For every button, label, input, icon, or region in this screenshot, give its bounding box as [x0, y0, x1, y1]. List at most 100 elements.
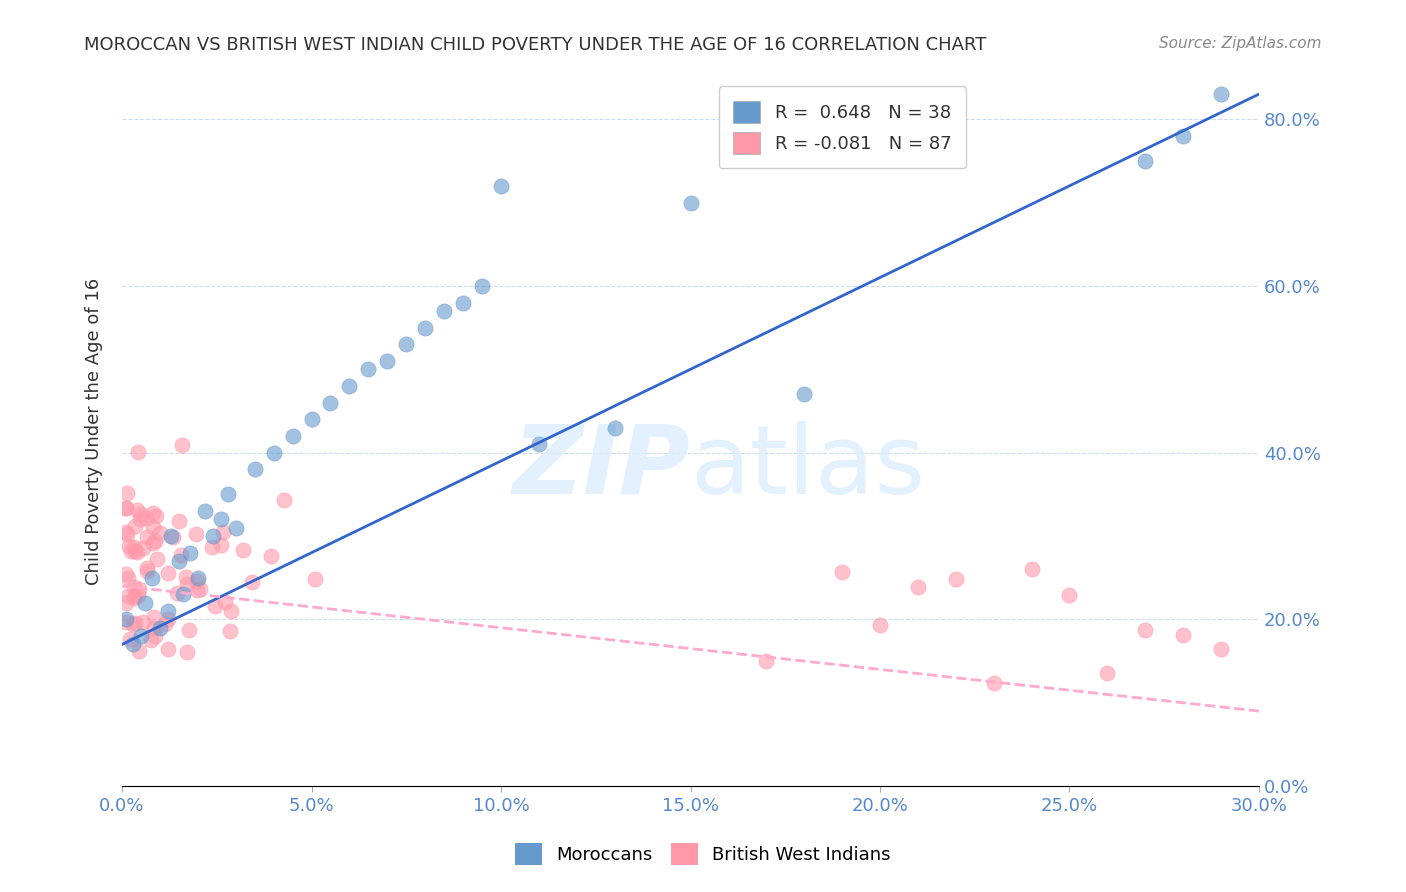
- Point: [124, 615, 146, 630]
- Point: [132, 541, 155, 556]
- Point: [1059, 588, 1081, 602]
- Point: [118, 539, 141, 553]
- Point: [162, 530, 184, 544]
- Point: [149, 621, 172, 635]
- Point: [156, 604, 179, 618]
- Point: [136, 564, 159, 578]
- Point: [115, 567, 138, 582]
- Point: [142, 621, 165, 635]
- Point: [793, 387, 815, 401]
- Point: [156, 566, 179, 581]
- Point: [129, 629, 152, 643]
- Point: [157, 642, 180, 657]
- Point: [260, 549, 283, 563]
- Point: [243, 462, 266, 476]
- Point: [187, 571, 209, 585]
- Point: [153, 616, 176, 631]
- Point: [319, 395, 342, 409]
- Point: [214, 594, 236, 608]
- Text: Source: ZipAtlas.com: Source: ZipAtlas.com: [1159, 36, 1322, 51]
- Point: [118, 632, 141, 647]
- Point: [186, 574, 208, 588]
- Point: [115, 615, 138, 629]
- Point: [375, 354, 398, 368]
- Text: ZIP: ZIP: [513, 421, 690, 514]
- Point: [212, 525, 235, 540]
- Point: [125, 545, 148, 559]
- Point: [201, 529, 224, 543]
- Point: [172, 587, 194, 601]
- Point: [136, 530, 159, 544]
- Point: [907, 580, 929, 594]
- Point: [115, 500, 138, 515]
- Point: [115, 485, 138, 500]
- Point: [869, 618, 891, 632]
- Point: [451, 295, 474, 310]
- Point: [124, 591, 146, 605]
- Point: [117, 527, 139, 541]
- Point: [131, 615, 153, 630]
- Point: [115, 596, 138, 610]
- Point: [142, 507, 165, 521]
- Point: [135, 561, 157, 575]
- Point: [166, 586, 188, 600]
- Point: [184, 526, 207, 541]
- Point: [219, 624, 242, 639]
- Point: [128, 512, 150, 526]
- Point: [120, 544, 142, 558]
- Point: [395, 337, 418, 351]
- Point: [115, 501, 138, 516]
- Point: [273, 493, 295, 508]
- Point: [232, 543, 254, 558]
- Point: [188, 582, 211, 596]
- Point: [157, 612, 180, 626]
- Point: [304, 572, 326, 586]
- Point: [186, 582, 208, 597]
- Point: [115, 612, 138, 626]
- Point: [1097, 665, 1119, 680]
- Point: [1173, 128, 1195, 143]
- Point: [127, 503, 149, 517]
- Point: [281, 429, 304, 443]
- Point: [139, 633, 162, 648]
- Legend: Moroccans, British West Indians: Moroccans, British West Indians: [506, 834, 900, 874]
- Point: [983, 676, 1005, 690]
- Point: [142, 520, 165, 534]
- Point: [1021, 561, 1043, 575]
- Point: [160, 529, 183, 543]
- Point: [301, 412, 323, 426]
- Point: [679, 195, 702, 210]
- Text: MOROCCAN VS BRITISH WEST INDIAN CHILD POVERTY UNDER THE AGE OF 16 CORRELATION CH: MOROCCAN VS BRITISH WEST INDIAN CHILD PO…: [84, 36, 987, 54]
- Point: [204, 599, 226, 614]
- Point: [170, 548, 193, 562]
- Point: [122, 580, 145, 594]
- Point: [945, 573, 967, 587]
- Point: [527, 437, 550, 451]
- Point: [357, 362, 380, 376]
- Point: [413, 320, 436, 334]
- Point: [129, 507, 152, 521]
- Y-axis label: Child Poverty Under the Age of 16: Child Poverty Under the Age of 16: [86, 278, 103, 585]
- Point: [170, 438, 193, 452]
- Point: [142, 536, 165, 550]
- Point: [117, 590, 139, 604]
- Point: [124, 590, 146, 604]
- Point: [219, 603, 242, 617]
- Point: [143, 610, 166, 624]
- Point: [471, 278, 494, 293]
- Point: [145, 509, 167, 524]
- Point: [339, 379, 361, 393]
- Point: [115, 524, 138, 539]
- Point: [135, 511, 157, 525]
- Point: [1135, 153, 1157, 168]
- Point: [489, 178, 512, 193]
- Point: [433, 304, 456, 318]
- Point: [122, 617, 145, 632]
- Point: [174, 570, 197, 584]
- Point: [122, 541, 145, 555]
- Point: [167, 514, 190, 528]
- Point: [122, 637, 145, 651]
- Point: [143, 629, 166, 643]
- Point: [194, 504, 217, 518]
- Point: [217, 487, 239, 501]
